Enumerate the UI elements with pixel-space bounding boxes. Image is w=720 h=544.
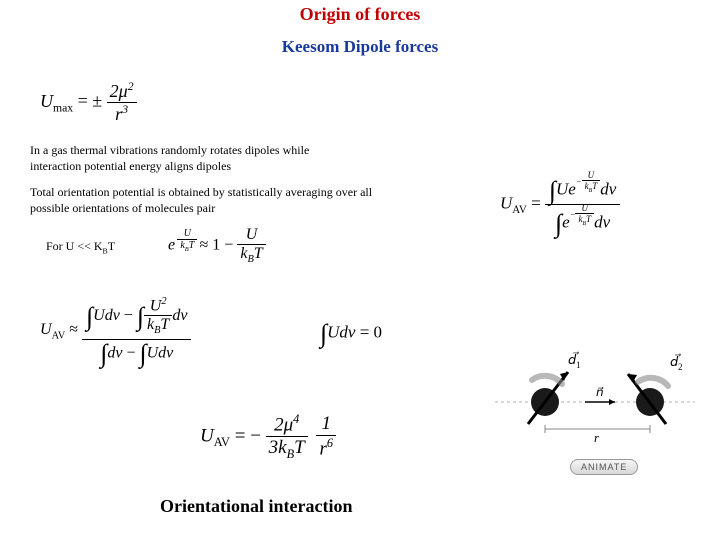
animate-button[interactable]: ANIMATE xyxy=(570,459,638,475)
umax-sign: = ± xyxy=(78,91,103,111)
svg-text:n⃗: n⃗ xyxy=(596,385,604,399)
dipole-diagram: d⃗ 1 d⃗ 2 n⃗ r xyxy=(490,324,700,454)
eq-exp-approx: e U kBT ≈ 1 − U kBT xyxy=(168,226,266,265)
para-gas: In a gas thermal vibrations randomly rot… xyxy=(30,142,360,174)
umax-frac: 2μ2 r3 xyxy=(107,80,137,125)
umax-lhs: Umax xyxy=(40,91,73,111)
page-title: Origin of forces xyxy=(0,4,720,25)
eq-int-zero: ∫Udν = 0 xyxy=(320,322,382,345)
page-subtitle: Keesom Dipole forces xyxy=(0,37,720,57)
eq-umax: Umax = ± 2μ2 r3 xyxy=(40,80,137,125)
bottom-title: Orientational interaction xyxy=(160,496,352,517)
approx-condition: For U << KBT xyxy=(46,238,115,257)
svg-text:2: 2 xyxy=(678,362,683,372)
eq-uav-expanded: UAV ≈ ∫Udν − ∫U2kBTdν ∫dν − ∫Udν xyxy=(40,294,191,367)
eq-uav-integral: UAV = ∫Ue−UkBTdν ∫e−UkBTdν xyxy=(500,172,620,238)
svg-text:1: 1 xyxy=(576,360,581,370)
svg-text:r: r xyxy=(594,430,600,445)
para-averaging: Total orientation potential is obtained … xyxy=(30,184,390,216)
eq-uav-final: UAV = − 2μ4 3kBT 1 r6 xyxy=(200,412,336,462)
